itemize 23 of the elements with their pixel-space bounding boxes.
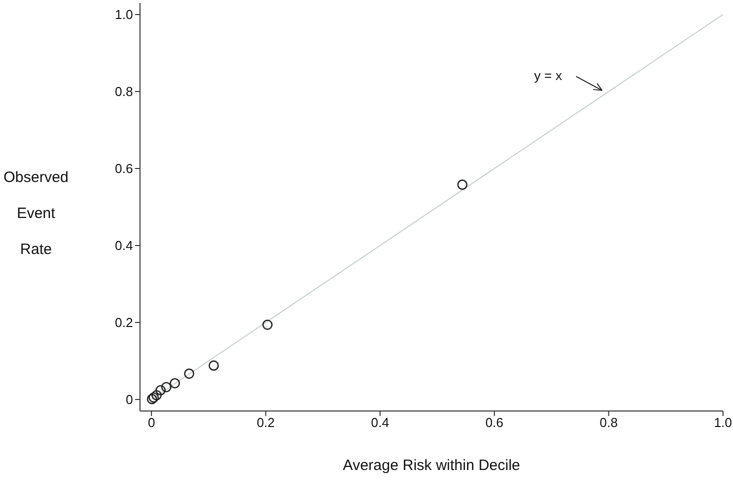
y-tick-label: 0.6 [114,161,133,176]
x-tick-label: 0.8 [600,415,618,430]
y-tick-label: 0 [126,392,133,408]
text: Observed Event Rate [3,169,69,258]
x-tick-label: 0.4 [371,415,390,430]
x-axis-title: Average Risk within Decile [342,457,520,474]
point [170,378,180,388]
point [208,360,219,371]
x-tick-label: 0 [148,415,156,430]
point [457,180,468,190]
x-tick-label: 0.2 [256,415,275,430]
x-tick-label: 1.0 [714,415,732,430]
point [155,385,166,396]
y-tick-label: 0.8 [114,84,133,100]
point [151,390,162,400]
y-tick-label: 0.2 [114,315,133,330]
annotation: y = x [534,68,562,83]
point [161,382,172,392]
x-tick-label: 0.6 [485,415,504,430]
point [184,368,194,379]
point [262,320,273,330]
y-tick-label: 1.0 [114,7,133,22]
y-tick-label: 0.4 [114,238,133,254]
